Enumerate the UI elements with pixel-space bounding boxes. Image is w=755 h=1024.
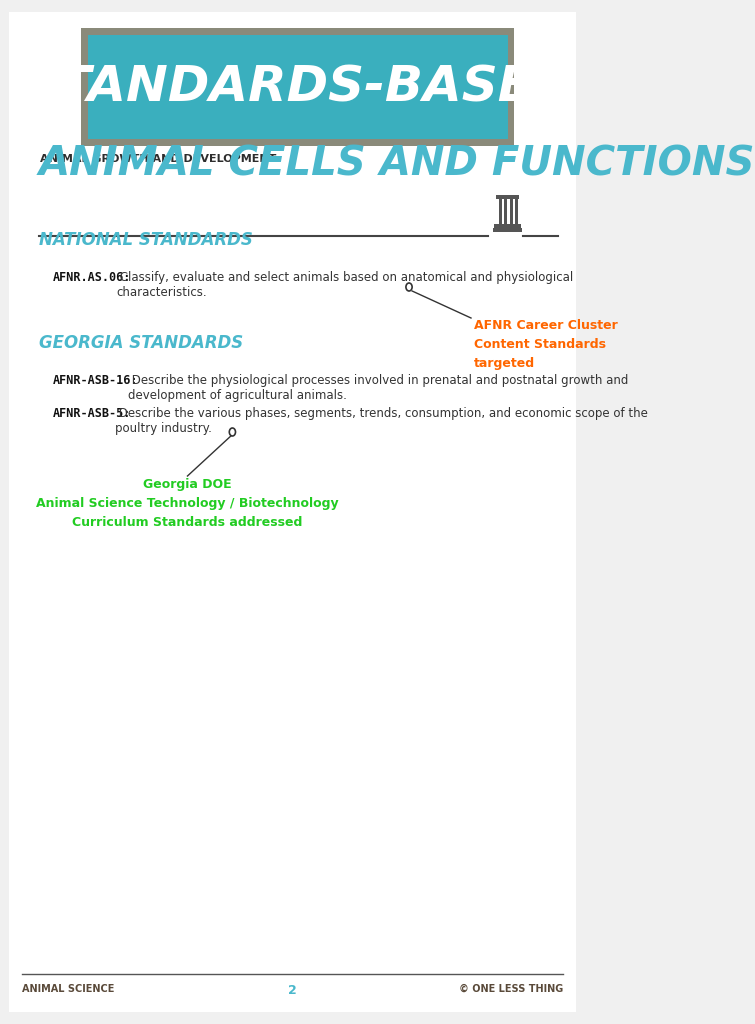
Text: 2: 2 bbox=[288, 984, 297, 997]
Text: AFNR-ASB-5:: AFNR-ASB-5: bbox=[53, 407, 131, 420]
Bar bbox=[496, 195, 519, 199]
Bar bbox=[510, 199, 513, 224]
Text: AFNR Career Cluster
Content Standards
targeted: AFNR Career Cluster Content Standards ta… bbox=[474, 319, 618, 370]
Bar bbox=[495, 224, 521, 228]
Text: © ONE LESS THING: © ONE LESS THING bbox=[459, 984, 563, 994]
Text: AFNR.AS.06:: AFNR.AS.06: bbox=[53, 271, 131, 284]
Text: ⛳: ⛳ bbox=[508, 184, 509, 186]
Text: Georgia DOE
Animal Science Technology / Biotechnology
Curriculum Standards addre: Georgia DOE Animal Science Technology / … bbox=[36, 478, 339, 529]
Text: NATIONAL STANDARDS: NATIONAL STANDARDS bbox=[39, 231, 253, 249]
Text: ANIMAL CELLS AND FUNCTIONS: ANIMAL CELLS AND FUNCTIONS bbox=[39, 144, 755, 184]
Text: Describe the various phases, segments, trends, consumption, and economic scope o: Describe the various phases, segments, t… bbox=[115, 407, 648, 435]
Bar bbox=[515, 199, 518, 224]
Text: ANIMAL SCIENCE: ANIMAL SCIENCE bbox=[22, 984, 114, 994]
Bar bbox=[82, 28, 513, 146]
Text: Describe the physiological processes involved in prenatal and postnatal growth a: Describe the physiological processes inv… bbox=[128, 374, 628, 402]
Text: Classify, evaluate and select animals based on anatomical and physiological
char: Classify, evaluate and select animals ba… bbox=[116, 271, 574, 299]
Text: AFNR-ASB-16:: AFNR-ASB-16: bbox=[53, 374, 138, 387]
Text: ANIMAL GROWTH AND DEVELOPMENT: ANIMAL GROWTH AND DEVELOPMENT bbox=[40, 154, 276, 164]
Bar bbox=[499, 199, 502, 224]
Bar bbox=[493, 228, 522, 232]
Text: STANDARDS-BASED: STANDARDS-BASED bbox=[21, 63, 574, 111]
Bar bbox=[504, 199, 507, 224]
Bar bbox=[88, 35, 508, 139]
Text: GEORGIA STANDARDS: GEORGIA STANDARDS bbox=[39, 334, 243, 352]
